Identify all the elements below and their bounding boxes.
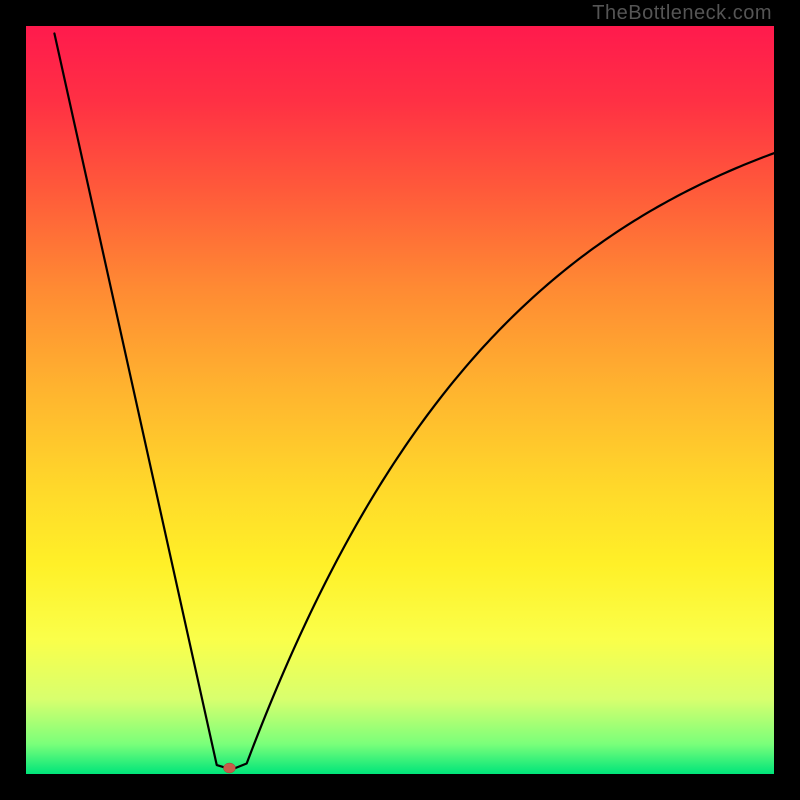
optimal-point-marker [223,763,235,773]
watermark-label: TheBottleneck.com [592,2,772,25]
chart-plot-area [26,26,774,774]
chart-svg [0,0,800,800]
bottleneck-chart: TheBottleneck.com [0,0,800,800]
